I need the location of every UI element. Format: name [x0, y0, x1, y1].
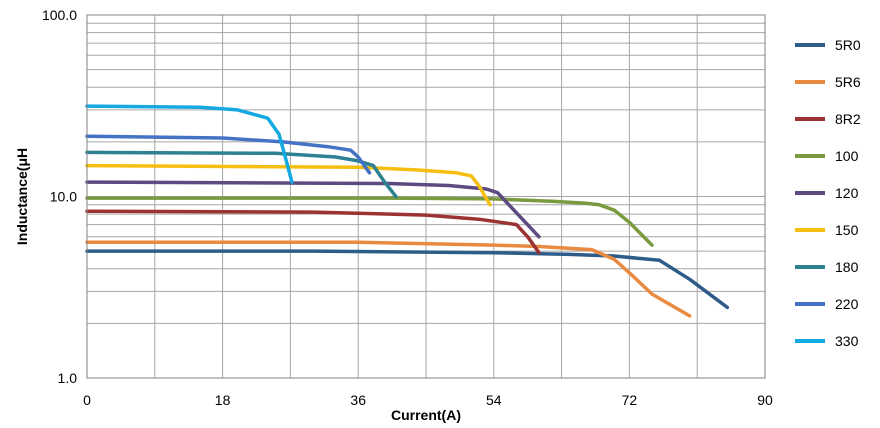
y-tick-label: 100.0	[42, 7, 77, 23]
legend-label-5R6: 5R6	[835, 74, 861, 90]
x-tick-label: 54	[486, 392, 502, 408]
series-line-220	[85, 134, 372, 175]
series-line-150	[85, 163, 492, 207]
series-line-330	[85, 104, 294, 184]
x-tick-label: 36	[350, 392, 366, 408]
series-line-5R0	[85, 249, 730, 310]
y-tick-labels: 1.0 10.0 100.0	[42, 7, 77, 386]
legend-label-100: 100	[835, 148, 859, 164]
plot-border	[86, 14, 766, 379]
x-tick-labels: 0 18 36 54 72 90	[83, 392, 773, 408]
legend: 5R0 5R6 8R2 100 120 150 180 220 330	[795, 37, 861, 349]
x-tick-label: 0	[83, 392, 91, 408]
y-tick-label: 10.0	[50, 189, 77, 205]
series-line-180	[85, 150, 398, 199]
legend-label-120: 120	[835, 185, 859, 201]
series-line-120	[85, 180, 541, 239]
legend-label-5R0: 5R0	[835, 37, 861, 53]
legend-label-8R2: 8R2	[835, 111, 861, 127]
series-line-8R2	[85, 209, 541, 255]
x-tick-label: 72	[622, 392, 638, 408]
x-tick-label: 90	[757, 392, 773, 408]
y-axis-title: Inductance(μH	[14, 148, 30, 245]
y-tick-label: 1.0	[58, 370, 78, 386]
legend-label-150: 150	[835, 222, 859, 238]
series-line-5R6	[85, 240, 692, 318]
series-lines	[85, 104, 730, 318]
series-line-100	[85, 196, 654, 247]
x-tick-label: 18	[215, 392, 231, 408]
legend-label-330: 330	[835, 333, 859, 349]
x-axis-title: Current(A)	[391, 407, 461, 423]
legend-label-180: 180	[835, 259, 859, 275]
legend-label-220: 220	[835, 296, 859, 312]
